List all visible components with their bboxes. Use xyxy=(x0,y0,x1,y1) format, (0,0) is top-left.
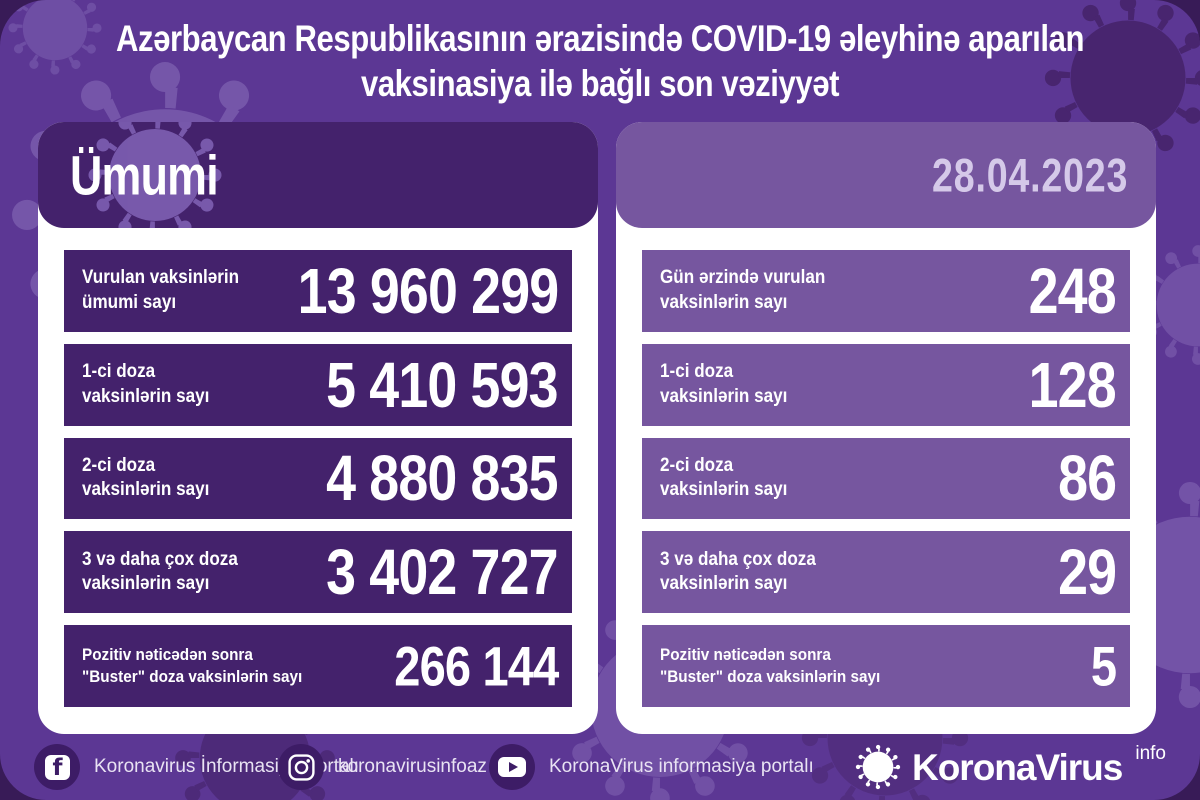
page-title: Azərbaycan Respublikasının ərazisində CO… xyxy=(0,16,1200,106)
page-title-line2: vaksinasiya ilə bağlı son vəziyyət xyxy=(360,63,840,105)
daily-panel-header: 28.04.2023 xyxy=(616,122,1156,228)
stat-label: 1-ci doza vaksinlərin sayı xyxy=(82,361,210,407)
instagram-link[interactable]: koronavirusinfoaz xyxy=(278,734,487,800)
stat-label: Pozitiv nəticədən sonra "Buster" doza va… xyxy=(82,644,303,687)
stat-label: Vurulan vaksinlərin ümumi sayı xyxy=(82,267,240,313)
stat-row-daily-booster: Pozitiv nəticədən sonra "Buster" doza va… xyxy=(642,625,1130,707)
page-title-line1: Azərbaycan Respublikasının ərazisində CO… xyxy=(115,18,1085,59)
stat-value: 5 xyxy=(1090,634,1117,698)
stat-value: 266 144 xyxy=(393,634,559,698)
totals-panel-title: Ümumi xyxy=(70,143,219,207)
stat-row-daily-all: Gün ərzində vurulan vaksinlərin sayı 248 xyxy=(642,250,1130,332)
stat-label: 2-ci doza vaksinlərin sayı xyxy=(660,454,788,501)
virus-logo-icon xyxy=(854,743,902,791)
logo-text: KoronaVirus xyxy=(911,746,1123,788)
daily-rows: Gün ərzində vurulan vaksinlərin sayı 248… xyxy=(642,250,1130,707)
stat-label: 2-ci doza vaksinlərin sayı xyxy=(82,454,210,501)
stat-value: 13 960 299 xyxy=(297,254,559,327)
stat-label: 3 və daha çox doza vaksinlərin sayı xyxy=(660,548,816,595)
totals-panel: Ümumi Vurulan vaksinlərin ümumi sayı 13 … xyxy=(38,122,598,734)
stat-row-total-all: Vurulan vaksinlərin ümumi sayı 13 960 29… xyxy=(64,250,572,332)
facebook-icon: f xyxy=(34,744,80,790)
stat-row-total-dose2: 2-ci doza vaksinlərin sayı 4 880 835 xyxy=(64,437,572,520)
stat-value: 128 xyxy=(1028,348,1117,421)
youtube-icon xyxy=(489,744,535,790)
stat-label: 3 və daha çox doza vaksinlərin sayı xyxy=(82,548,238,595)
totals-rows: Vurulan vaksinlərin ümumi sayı 13 960 29… xyxy=(64,250,572,707)
stat-row-daily-dose2: 2-ci doza vaksinlərin sayı 86 xyxy=(642,437,1130,520)
stat-row-total-dose3plus: 3 və daha çox doza vaksinlərin sayı 3 40… xyxy=(64,531,572,614)
report-date: 28.04.2023 xyxy=(931,148,1128,202)
stat-row-total-dose1: 1-ci doza vaksinlərin sayı 5 410 593 xyxy=(64,343,572,426)
stat-label: 1-ci doza vaksinlərin sayı xyxy=(660,361,788,407)
stat-value: 29 xyxy=(1057,536,1117,609)
instagram-icon xyxy=(278,744,324,790)
stat-value: 4 880 835 xyxy=(326,442,558,515)
stat-value: 5 410 593 xyxy=(326,348,558,421)
stat-row-daily-dose3plus: 3 və daha çox doza vaksinlərin sayı 29 xyxy=(642,531,1130,614)
footer: f Koronavirus İnformasiya Portalı korona… xyxy=(0,734,1200,800)
totals-panel-header: Ümumi xyxy=(38,122,598,228)
stat-value: 3 402 727 xyxy=(326,536,558,609)
instagram-label: koronavirusinfoaz xyxy=(338,756,487,777)
youtube-link[interactable]: KoronaVirus informasiya portalı xyxy=(489,734,814,800)
stat-label: Gün ərzində vurulan vaksinlərin sayı xyxy=(660,267,826,313)
daily-panel: 28.04.2023 Gün ərzində vurulan vaksinlər… xyxy=(616,122,1156,734)
youtube-label: KoronaVirus informasiya portalı xyxy=(549,756,814,777)
stat-row-total-booster: Pozitiv nəticədən sonra "Buster" doza va… xyxy=(64,625,572,707)
stat-value: 248 xyxy=(1028,254,1117,327)
stat-label: Pozitiv nəticədən sonra "Buster" doza va… xyxy=(660,644,881,687)
koronavirus-logo: KoronaVirus info xyxy=(854,734,1166,800)
stat-value: 86 xyxy=(1057,442,1117,515)
stat-row-daily-dose1: 1-ci doza vaksinlərin sayı 128 xyxy=(642,343,1130,426)
logo-superscript: info xyxy=(1135,743,1166,764)
